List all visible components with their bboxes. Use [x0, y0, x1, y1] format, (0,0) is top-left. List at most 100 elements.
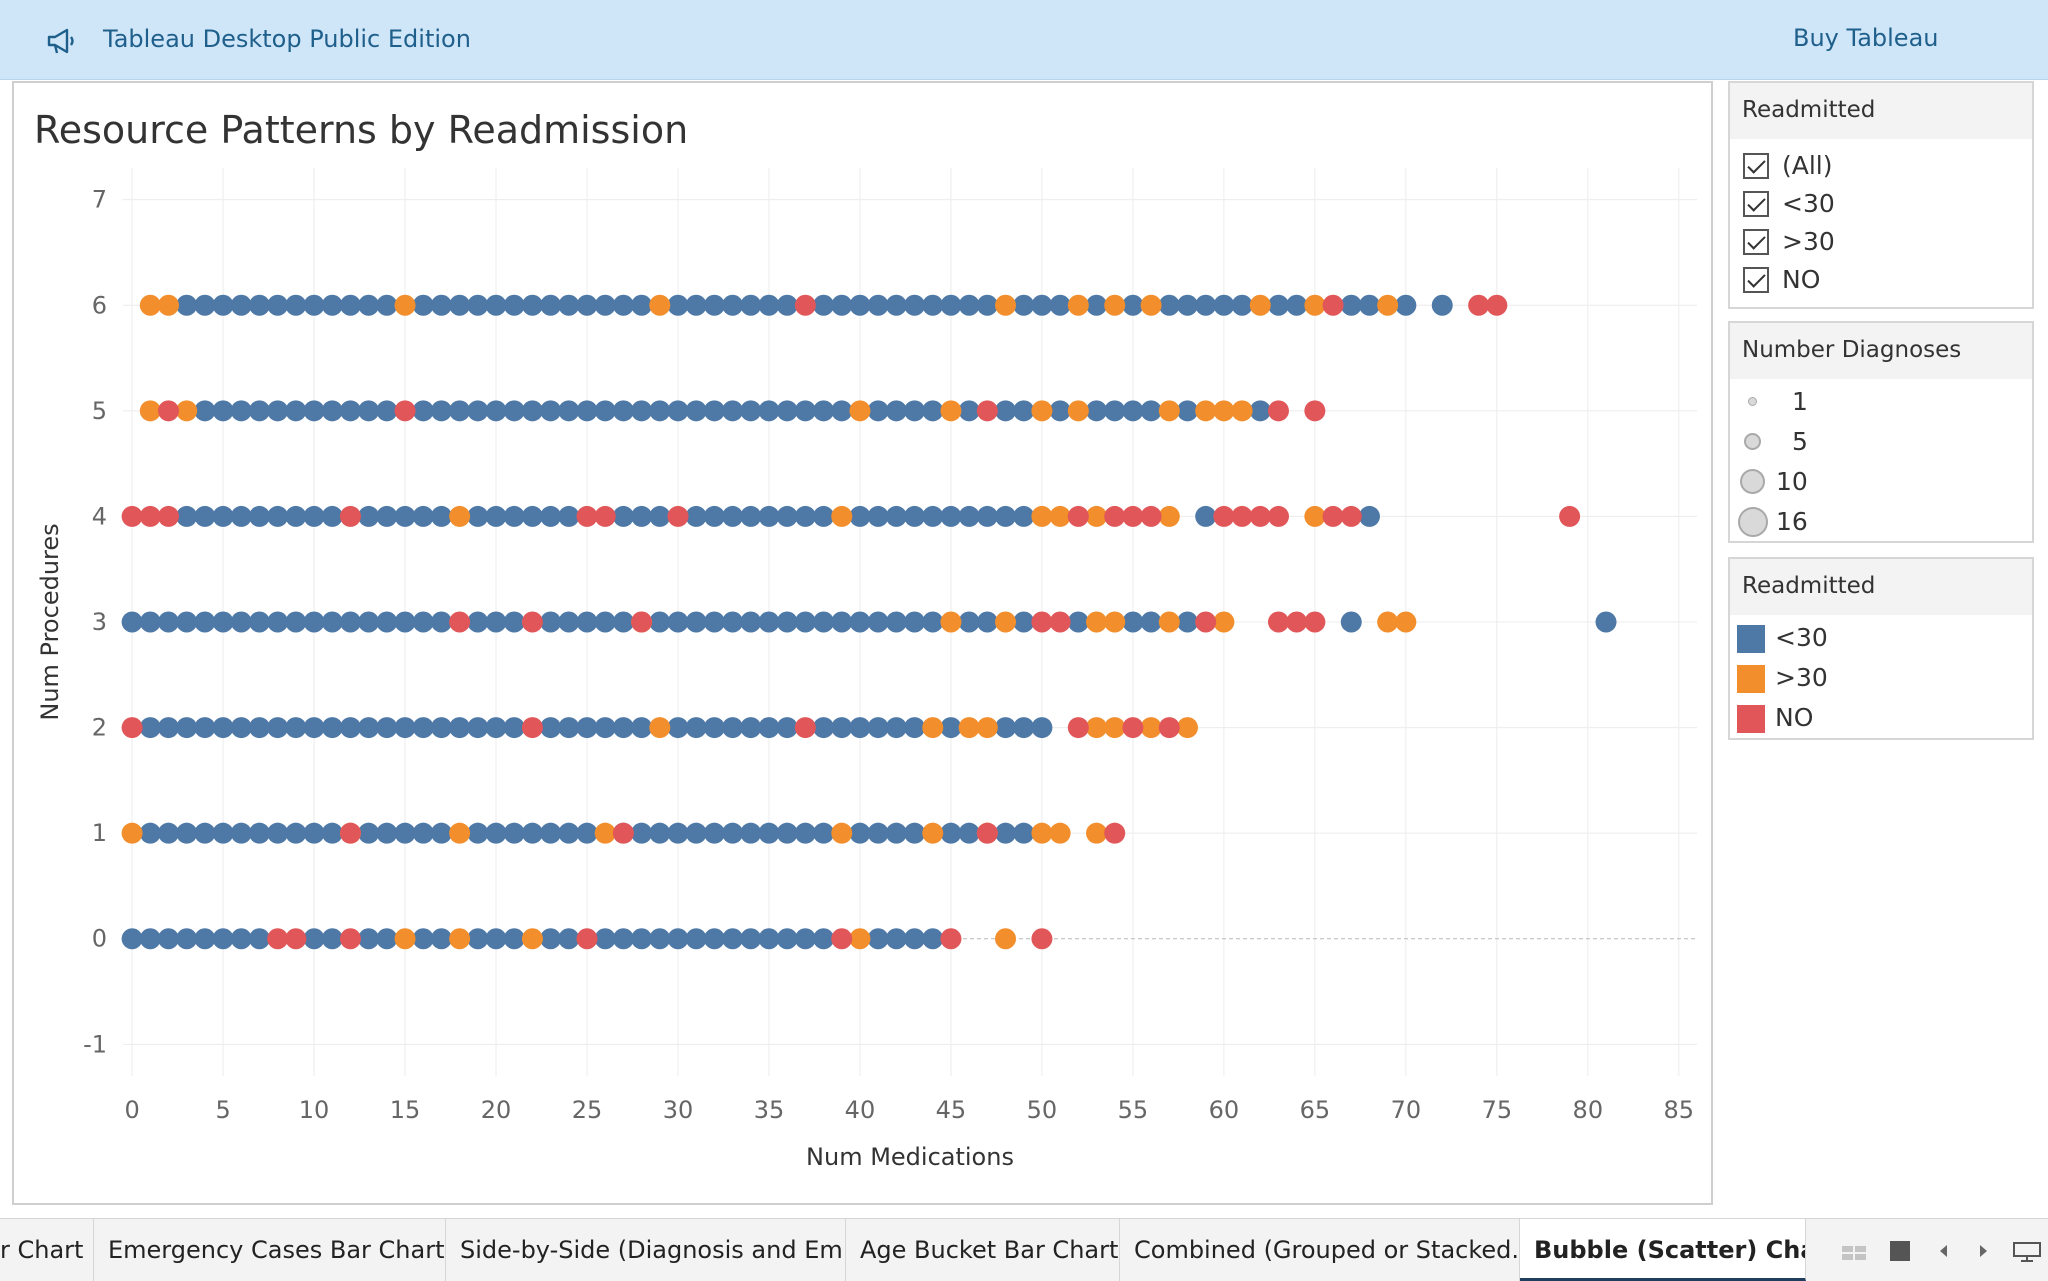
- presentation-mode-icon[interactable]: [2012, 1240, 2042, 1262]
- data-point: [831, 611, 853, 633]
- data-point: [995, 822, 1017, 844]
- data-point: [1086, 505, 1108, 527]
- data-point: [885, 717, 907, 739]
- color-swatch: [1737, 625, 1765, 653]
- buy-tableau-link[interactable]: Buy Tableau: [1793, 24, 1939, 52]
- data-point: [467, 717, 489, 739]
- data-point: [1031, 611, 1053, 633]
- x-tick-label: 35: [754, 1096, 785, 1124]
- previous-sheet-icon[interactable]: [1930, 1240, 1956, 1262]
- data-point: [267, 505, 289, 527]
- data-point: [1031, 400, 1053, 422]
- data-point: [430, 505, 452, 527]
- data-point: [1140, 400, 1162, 422]
- data-point: [230, 294, 252, 316]
- data-point: [303, 611, 325, 633]
- color-legend-label: <30: [1775, 623, 1828, 652]
- data-point: [176, 928, 198, 950]
- data-point: [194, 505, 216, 527]
- data-point: [1286, 611, 1308, 633]
- data-point: [248, 294, 270, 316]
- data-point: [995, 928, 1017, 950]
- data-point: [1086, 400, 1108, 422]
- data-point: [1013, 400, 1035, 422]
- data-point: [339, 294, 361, 316]
- data-point: [758, 928, 780, 950]
- data-point: [703, 294, 725, 316]
- data-point: [740, 717, 762, 739]
- data-point: [685, 717, 707, 739]
- data-point: [1304, 505, 1326, 527]
- size-legend-item-1[interactable]: 1: [1730, 385, 2030, 423]
- data-point: [1322, 505, 1344, 527]
- data-point: [1158, 611, 1180, 633]
- data-point: [703, 611, 725, 633]
- data-point: [212, 822, 234, 844]
- grid-view-icon[interactable]: [1841, 1240, 1867, 1262]
- data-point: [958, 505, 980, 527]
- data-point: [321, 822, 343, 844]
- data-point: [1377, 611, 1399, 633]
- color-legend-item-lt30[interactable]: <30: [1730, 621, 2030, 659]
- data-point: [1231, 400, 1253, 422]
- data-point: [667, 717, 689, 739]
- data-point: [685, 400, 707, 422]
- tab-emergency-cases-bar-chart[interactable]: Emergency Cases Bar Chart: [94, 1219, 446, 1281]
- data-point: [1158, 294, 1180, 316]
- next-sheet-icon[interactable]: [1970, 1240, 1996, 1262]
- tab-bar-chart[interactable]: r Chart: [0, 1219, 94, 1281]
- data-point: [212, 717, 234, 739]
- data-point: [867, 400, 889, 422]
- data-point: [376, 400, 398, 422]
- data-point: [1249, 400, 1271, 422]
- color-legend-item-no[interactable]: NO: [1730, 701, 2030, 739]
- data-point: [176, 294, 198, 316]
- data-point: [1486, 294, 1508, 316]
- data-point: [594, 400, 616, 422]
- data-point: [358, 505, 380, 527]
- data-point: [776, 928, 798, 950]
- y-tick-label: 7: [92, 186, 107, 214]
- tab-side-by-side[interactable]: Side-by-Side (Diagnosis and Em...: [446, 1219, 846, 1281]
- single-view-icon[interactable]: [1887, 1240, 1913, 1262]
- data-point: [722, 400, 744, 422]
- x-tick-label: 10: [299, 1096, 330, 1124]
- tab-bubble-scatter-chart[interactable]: Bubble (Scatter) Chart: [1520, 1219, 1806, 1281]
- size-legend-label: 5: [1792, 427, 1808, 456]
- data-point: [703, 822, 725, 844]
- data-point: [958, 400, 980, 422]
- data-point: [558, 928, 580, 950]
- data-point: [467, 400, 489, 422]
- data-point: [267, 294, 289, 316]
- data-point: [776, 717, 798, 739]
- size-legend-item-5[interactable]: 5: [1730, 425, 2030, 463]
- data-point: [503, 505, 525, 527]
- size-legend-label: 16: [1776, 507, 1808, 536]
- scatter-chart[interactable]: 0 5 10 15 20 25 30 35 40 45 50 55 60 65 70 75 80 85-10123…: [0, 0, 2048, 1218]
- data-point: [1122, 294, 1144, 316]
- color-legend-item-gt30[interactable]: >30: [1730, 661, 2030, 699]
- tab-combined[interactable]: Combined (Grouped or Stacked...: [1120, 1219, 1520, 1281]
- checkbox-icon[interactable]: [1743, 267, 1769, 293]
- data-point: [849, 294, 871, 316]
- data-point: [995, 400, 1017, 422]
- data-point: [685, 822, 707, 844]
- data-point: [194, 822, 216, 844]
- checkbox-icon[interactable]: [1743, 191, 1769, 217]
- data-point: [576, 400, 598, 422]
- data-point: [285, 400, 307, 422]
- data-point: [885, 611, 907, 633]
- data-point: [1195, 505, 1217, 527]
- tab-age-bucket-bar-chart[interactable]: Age Bucket Bar Chart: [846, 1219, 1120, 1281]
- size-legend-item-16[interactable]: 16: [1730, 505, 2030, 543]
- data-point: [922, 822, 944, 844]
- data-point: [376, 505, 398, 527]
- data-point: [267, 822, 289, 844]
- checkbox-icon[interactable]: [1743, 153, 1769, 179]
- readmitted-filter-card: Readmitted (All) <30 >30 NO: [1728, 81, 2034, 309]
- size-legend-item-10[interactable]: 10: [1730, 465, 2030, 503]
- data-point: [1067, 717, 1089, 739]
- data-point: [758, 611, 780, 633]
- checkbox-icon[interactable]: [1743, 229, 1769, 255]
- data-point: [649, 505, 671, 527]
